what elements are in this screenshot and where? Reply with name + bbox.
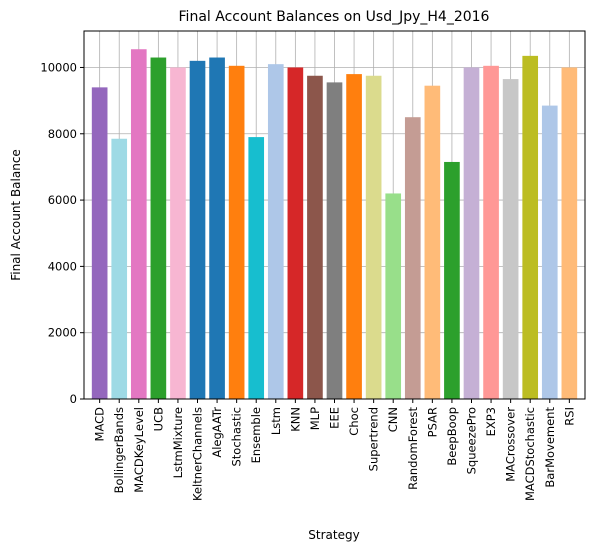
x-tick-label: Supertrend (367, 407, 381, 471)
bar-exp3 (483, 65, 499, 399)
bar-ucb (150, 57, 167, 399)
y-tick-label: 8000 (48, 127, 77, 141)
bar-stochastic (228, 65, 245, 399)
x-axis-title: Strategy (308, 528, 359, 542)
x-tick-label: MACDKeyLevel (132, 407, 146, 493)
x-tick-label: Stochastic (230, 407, 244, 467)
bar-eee (326, 82, 343, 399)
y-tick-label: 6000 (48, 193, 77, 207)
x-tick-label: UCB (151, 407, 165, 431)
bar-ensemble (248, 137, 265, 399)
y-tick-label: 2000 (48, 326, 77, 340)
bar-macrossover (502, 79, 519, 399)
bar-randomforest (404, 117, 421, 400)
bar-macdstochastic (522, 55, 539, 399)
bar-choc (346, 74, 362, 400)
bar-psar (424, 85, 441, 400)
bar-beepboop (444, 161, 460, 399)
bar-cnn (385, 193, 402, 399)
x-tick-label: MACDStochastic (523, 407, 537, 501)
x-tick-label: RandomForest (406, 407, 420, 490)
x-tick-label: PSAR (425, 407, 439, 437)
bar-macdkeylevel (130, 49, 147, 400)
bar-supertrend (365, 75, 382, 399)
chart-title: Final Account Balances on Usd_Jpy_H4_201… (179, 9, 490, 25)
bars (91, 49, 578, 400)
x-tick-label: BeepBoop (445, 407, 459, 466)
x-tick-label: Lstm (269, 407, 283, 435)
bar-macd (91, 87, 108, 400)
bar-knn (287, 67, 304, 399)
x-axis-ticks: MACD BollingerBands MACDKeyLevel UCB LstmMix… (93, 399, 576, 501)
x-tick-label: KeltnerChannels (191, 407, 205, 501)
bar-keltnerchannels (189, 60, 206, 400)
bar-barmovement (541, 105, 558, 399)
bar-rsi (561, 67, 578, 399)
x-tick-label: Ensemble (249, 407, 263, 463)
bar-lstm (267, 64, 284, 400)
x-tick-label: BarMovement (543, 407, 557, 488)
x-tick-label: CNN (386, 407, 400, 432)
y-tick-label: 10000 (40, 60, 77, 74)
x-tick-label: AlegAATr (210, 407, 224, 458)
x-tick-label: SqueezePro (464, 407, 478, 474)
x-tick-label: EXP3 (484, 407, 498, 436)
x-tick-label: BollingerBands (112, 407, 126, 493)
y-tick-label: 4000 (48, 259, 77, 273)
x-tick-label: MACD (93, 407, 107, 442)
bar-mlp (307, 75, 323, 399)
x-tick-label: RSI (562, 407, 576, 426)
x-tick-label: LstmMixture (171, 407, 185, 478)
bar-bollingerbands (111, 138, 128, 399)
y-axis-title: Final Account Balance (9, 149, 23, 281)
x-tick-label: MLP (308, 407, 322, 430)
y-tick-label: 0 (70, 392, 77, 406)
bar-squeezepro (463, 67, 480, 399)
bar-lstmmixture (170, 67, 186, 399)
x-tick-label: KNN (288, 407, 302, 432)
x-tick-label: Choc (347, 407, 361, 436)
y-axis-ticks: 0 2000 4000 6000 8000 10000 (40, 60, 84, 406)
x-tick-label: EEE (328, 407, 342, 429)
x-tick-label: MACrossover (504, 407, 518, 482)
bar-alegaatr (209, 57, 225, 399)
